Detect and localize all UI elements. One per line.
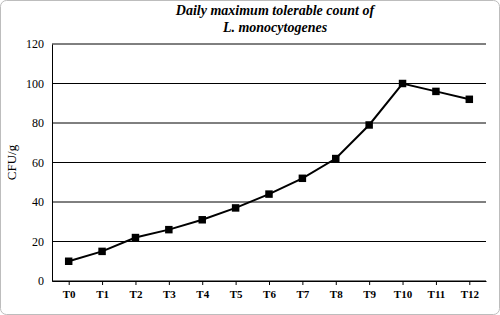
x-tick-mark [369, 281, 370, 285]
x-tick: T10 [394, 281, 413, 300]
x-tick: T1 [96, 281, 109, 300]
x-tick: T3 [163, 281, 176, 300]
x-tick: T6 [263, 281, 276, 300]
x-tick: T7 [296, 281, 309, 300]
plot-area: 0 20 40 60 80 100 120 T0 T1 T2 T3 T4 T5 T6 T7 T8 T9 T10 T1… [26, 37, 487, 299]
x-tick-mark [169, 281, 170, 285]
grid-line [52, 44, 486, 45]
y-tick: 40 [32, 195, 52, 209]
y-tick-label: 60 [32, 156, 44, 170]
data-line [69, 84, 470, 262]
x-tick-mark [69, 281, 70, 285]
x-tick-mark [403, 281, 404, 285]
chart: 0 20 40 60 80 100 120 T0 T1 T2 T3 T4 T5 T6 T7 T8 T9 T10 T1… [0, 0, 500, 315]
data-point [432, 88, 439, 95]
x-tick: T9 [363, 281, 376, 300]
x-tick-label: T2 [130, 288, 143, 300]
data-point [299, 175, 306, 182]
x-tick-label: T3 [163, 288, 176, 300]
data-point [265, 190, 272, 197]
x-tick-label: T4 [196, 288, 209, 300]
y-tick: 60 [32, 156, 52, 170]
x-tick-mark [469, 281, 470, 285]
y-axis-title: CFU/g [4, 144, 19, 180]
y-tick-label: 80 [32, 116, 44, 130]
x-tick-label: T11 [428, 288, 446, 300]
x-tick-mark [269, 281, 270, 285]
chart-title-line: Daily maximum tolerable count of [175, 3, 376, 18]
y-tick-label: 0 [38, 274, 44, 288]
grid [52, 44, 486, 281]
x-tick-mark [436, 281, 437, 285]
x-tick-mark [236, 281, 237, 285]
grid-line [52, 202, 486, 203]
y-tick: 120 [26, 37, 52, 51]
y-tick-label: 20 [32, 235, 44, 249]
x-tick: T4 [196, 281, 209, 300]
y-tick: 100 [26, 77, 52, 91]
x-tick-mark [135, 281, 136, 285]
grid-line [52, 241, 486, 242]
data-point [365, 121, 372, 128]
x-axis: T0 T1 T2 T3 T4 T5 T6 T7 T8 T9 T10 T11 T12 [53, 281, 487, 300]
y-axis-line [52, 45, 53, 282]
x-tick-label: T5 [230, 288, 243, 300]
data-point [466, 96, 473, 103]
data-point [232, 204, 239, 211]
x-tick: T2 [130, 281, 143, 300]
x-tick-label: T12 [461, 288, 480, 300]
x-tick-label: T8 [330, 288, 343, 300]
x-tick-label: T1 [96, 288, 109, 300]
x-tick-label: T6 [263, 288, 276, 300]
y-tick: 20 [32, 235, 52, 249]
x-tick-label: T9 [363, 288, 376, 300]
x-tick: T12 [461, 281, 480, 300]
x-tick-mark [302, 281, 303, 285]
grid-line [52, 162, 486, 163]
data-point [65, 258, 72, 265]
x-tick-mark [102, 281, 103, 285]
chart-title-line: L. monocytogenes [222, 20, 328, 35]
data-point [332, 155, 339, 162]
x-tick-label: T0 [63, 288, 76, 300]
grid-line [52, 123, 486, 124]
data-point [98, 248, 105, 255]
y-tick-label: 100 [26, 77, 44, 91]
grid-line [52, 83, 486, 84]
data-point [399, 80, 406, 87]
y-tick: 80 [32, 116, 52, 130]
chart-title: Daily maximum tolerable count of L. monoc… [175, 3, 376, 35]
series [65, 80, 473, 265]
y-tick-label: 40 [32, 195, 44, 209]
data-point [198, 216, 205, 223]
x-tick-mark [202, 281, 203, 285]
y-axis: 0 20 40 60 80 100 120 [26, 37, 53, 288]
data-point [132, 234, 139, 241]
x-tick-label: T7 [296, 288, 309, 300]
data-point [165, 226, 172, 233]
x-tick: T11 [428, 281, 446, 300]
y-tick: 0 [38, 274, 52, 288]
x-tick: T0 [63, 281, 76, 300]
x-tick-label: T10 [394, 288, 413, 300]
x-tick: T5 [230, 281, 243, 300]
y-tick-label: 120 [26, 37, 44, 51]
x-tick-mark [336, 281, 337, 285]
x-tick: T8 [330, 281, 343, 300]
chart-border [1, 1, 500, 315]
